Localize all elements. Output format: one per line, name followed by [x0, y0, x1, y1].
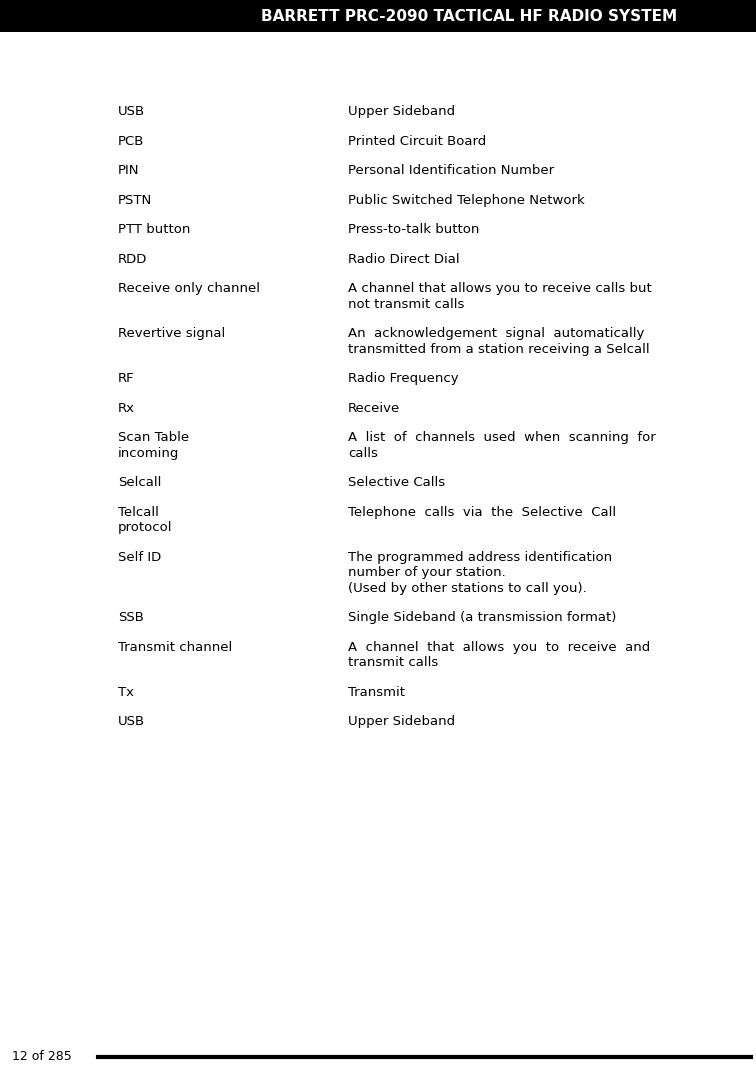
Text: Telephone  calls  via  the  Selective  Call: Telephone calls via the Selective Call: [348, 506, 616, 519]
Text: Upper Sideband: Upper Sideband: [348, 105, 455, 118]
Text: Revertive signal: Revertive signal: [118, 327, 225, 340]
Text: Radio Frequency: Radio Frequency: [348, 371, 459, 384]
Text: transmit calls: transmit calls: [348, 656, 438, 669]
Text: Upper Sideband: Upper Sideband: [348, 715, 455, 728]
Text: Transmit channel: Transmit channel: [118, 640, 232, 653]
Text: Single Sideband (a transmission format): Single Sideband (a transmission format): [348, 611, 616, 624]
Text: A  channel  that  allows  you  to  receive  and: A channel that allows you to receive and: [348, 640, 650, 653]
Text: Selective Calls: Selective Calls: [348, 477, 445, 490]
Text: protocol: protocol: [118, 521, 172, 534]
Text: PSTN: PSTN: [118, 194, 152, 207]
Text: PCB: PCB: [118, 134, 144, 147]
Text: Press-to-talk button: Press-to-talk button: [348, 223, 479, 236]
Text: A  list  of  channels  used  when  scanning  for: A list of channels used when scanning fo…: [348, 431, 655, 444]
Text: calls: calls: [348, 446, 378, 459]
Text: Radio Direct Dial: Radio Direct Dial: [348, 252, 460, 265]
Text: Selcall: Selcall: [118, 477, 161, 490]
Text: PTT button: PTT button: [118, 223, 191, 236]
Text: transmitted from a station receiving a Selcall: transmitted from a station receiving a S…: [348, 342, 649, 355]
Text: incoming: incoming: [118, 446, 179, 459]
Bar: [0, 0, 227, 32]
Text: Public Switched Telephone Network: Public Switched Telephone Network: [348, 194, 584, 207]
Text: USB: USB: [118, 715, 145, 728]
Text: 12 of 285: 12 of 285: [12, 1051, 72, 1064]
Text: Receive only channel: Receive only channel: [118, 282, 260, 295]
Text: The programmed address identification: The programmed address identification: [348, 550, 612, 563]
Text: PIN: PIN: [118, 164, 140, 177]
Text: Transmit: Transmit: [348, 686, 405, 699]
Text: RF: RF: [118, 371, 135, 384]
Text: Telcall: Telcall: [118, 506, 159, 519]
Text: BARRETT PRC-2090 TACTICAL HF RADIO SYSTEM: BARRETT PRC-2090 TACTICAL HF RADIO SYSTE…: [261, 9, 677, 24]
Text: Tx: Tx: [118, 686, 134, 699]
Text: (Used by other stations to call you).: (Used by other stations to call you).: [348, 582, 587, 595]
Text: An  acknowledgement  signal  automatically: An acknowledgement signal automatically: [348, 327, 644, 340]
Text: Printed Circuit Board: Printed Circuit Board: [348, 134, 486, 147]
Text: not transmit calls: not transmit calls: [348, 298, 464, 311]
Bar: [227, 0, 756, 32]
Text: Scan Table: Scan Table: [118, 431, 189, 444]
Text: Personal Identification Number: Personal Identification Number: [348, 164, 554, 177]
Text: SSB: SSB: [118, 611, 144, 624]
Text: Receive: Receive: [348, 402, 400, 415]
Text: number of your station.: number of your station.: [348, 566, 506, 579]
Text: RDD: RDD: [118, 252, 147, 265]
Text: Rx: Rx: [118, 402, 135, 415]
Text: A channel that allows you to receive calls but: A channel that allows you to receive cal…: [348, 282, 652, 295]
Text: Self ID: Self ID: [118, 550, 161, 563]
Text: USB: USB: [118, 105, 145, 118]
